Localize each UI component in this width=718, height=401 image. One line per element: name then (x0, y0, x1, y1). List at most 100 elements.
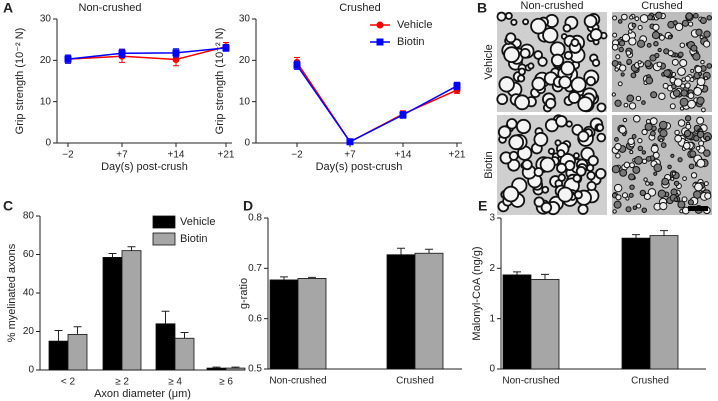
axon (621, 33, 631, 42)
marker (346, 138, 354, 146)
error-bar (161, 310, 170, 324)
axon (653, 171, 658, 176)
bar (297, 277, 327, 370)
bar (414, 252, 444, 370)
axon (650, 91, 658, 99)
axon (556, 149, 566, 158)
axon (632, 205, 638, 210)
axon (637, 145, 644, 152)
legend-swatch (152, 232, 176, 246)
y-axis-label: g-ratio (238, 278, 250, 309)
axon (684, 115, 692, 122)
bar (386, 254, 416, 370)
axon (631, 134, 637, 139)
axon (679, 58, 688, 68)
axon (508, 150, 519, 161)
axon (611, 59, 619, 67)
y-tick-label: 40 (23, 288, 35, 299)
axon (617, 81, 623, 87)
x-tick-label: +14 (168, 150, 185, 161)
axon (556, 162, 567, 174)
axon (677, 119, 686, 127)
axon (643, 192, 651, 201)
axon (682, 176, 687, 181)
axon (703, 76, 708, 81)
axon (673, 78, 683, 87)
x-tick-label: Non-crushed (502, 376, 559, 387)
axon (639, 14, 649, 23)
axon (683, 129, 692, 138)
axon (674, 129, 680, 136)
axon (693, 86, 703, 96)
axon (700, 59, 705, 65)
legend-label: Vehicle (397, 19, 432, 31)
y-tick-label: 0 (244, 138, 250, 149)
x-axis-label: Day(s) post-crush (101, 161, 188, 173)
axon (554, 139, 562, 147)
marker (222, 44, 230, 52)
axon (577, 130, 590, 143)
axon (690, 172, 698, 179)
axon (575, 166, 587, 177)
axon (558, 75, 572, 89)
axon (555, 115, 568, 128)
axon (517, 74, 526, 83)
axon (696, 116, 705, 125)
axon (557, 173, 566, 182)
axon (632, 165, 641, 174)
series-line (67, 47, 227, 60)
axon (677, 157, 683, 163)
y-tick-label: 2 (489, 263, 495, 274)
axon (688, 21, 694, 27)
axon (685, 123, 692, 130)
axon (667, 164, 672, 170)
y-tick-label: 60 (23, 249, 35, 260)
axon (625, 50, 632, 56)
axon (628, 29, 633, 34)
axon (650, 130, 656, 137)
axon (653, 163, 663, 173)
axon (641, 100, 646, 105)
axon (679, 97, 689, 107)
error-bar (660, 230, 668, 236)
legend-swatch (152, 215, 176, 229)
bar (102, 256, 123, 371)
axon (653, 40, 659, 47)
axon (629, 150, 634, 155)
y-axis-label: Grip strength (10⁻² N) (14, 28, 26, 135)
axon (496, 11, 507, 22)
bar (174, 337, 195, 371)
error-bar (541, 273, 549, 280)
axon (521, 159, 533, 171)
axon (572, 173, 582, 183)
axon (704, 135, 711, 142)
axon (570, 38, 580, 47)
axon (628, 173, 636, 181)
y-axis-label: Grip strength (10⁻² N) (214, 28, 226, 135)
error-bar (397, 247, 405, 255)
error-bar (108, 253, 117, 258)
axon (560, 60, 576, 76)
axon (570, 76, 587, 93)
y-tick-label: 30 (239, 14, 251, 25)
axon (611, 165, 621, 174)
marker (399, 111, 407, 119)
x-tick-label: < 2 (61, 377, 76, 388)
axon (661, 177, 670, 186)
axon (619, 168, 628, 177)
axon (618, 125, 627, 134)
axon (628, 102, 637, 110)
axon (621, 192, 628, 199)
axon (685, 12, 693, 20)
axon (696, 96, 705, 105)
axon (545, 97, 557, 110)
axon (637, 60, 642, 65)
axon (619, 40, 626, 47)
axon (659, 138, 664, 143)
axon (699, 35, 704, 40)
axon (677, 51, 684, 58)
error-bar (513, 271, 521, 275)
axon (656, 61, 663, 68)
axon (657, 47, 662, 53)
